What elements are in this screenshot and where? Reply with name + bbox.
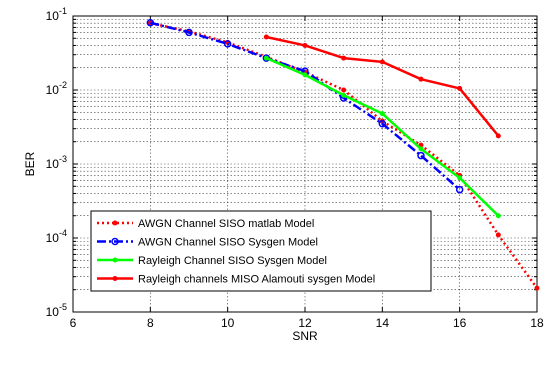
data-point xyxy=(495,213,501,219)
axes xyxy=(72,15,538,313)
data-point xyxy=(495,133,501,139)
data-point xyxy=(495,232,501,238)
tick-labels: 6 8 10 12 14 16 18 10-1 10-2 10-3 10-4 10-5 xyxy=(46,6,544,330)
data-point xyxy=(455,185,464,194)
data-point xyxy=(418,146,424,152)
data-point xyxy=(378,119,387,128)
series-line xyxy=(150,21,461,191)
legend-marker xyxy=(111,237,119,246)
y-tick-label: 10-5 xyxy=(46,302,67,319)
data-point xyxy=(263,34,269,40)
data-point xyxy=(263,55,269,61)
data-point xyxy=(379,59,385,65)
data-point xyxy=(223,40,232,48)
series-group xyxy=(146,19,540,291)
legend-box xyxy=(90,210,432,292)
data-point xyxy=(302,72,308,78)
legend-marker xyxy=(112,220,118,226)
x-tick-label: 10 xyxy=(221,316,235,330)
data-point xyxy=(341,87,347,93)
data-point xyxy=(379,111,385,117)
series-2 xyxy=(146,19,464,194)
data-point xyxy=(341,55,347,61)
legend-label: AWGN Channel SISO Sysgen Model xyxy=(138,237,318,249)
x-tick-label: 6 xyxy=(70,316,77,330)
data-point xyxy=(302,42,308,48)
data-point xyxy=(457,85,463,91)
data-point xyxy=(417,151,425,160)
legend-marker xyxy=(112,257,118,263)
data-point xyxy=(534,285,540,291)
x-axis-label: SNR xyxy=(292,329,318,343)
y-tick-label: 10-4 xyxy=(46,228,67,245)
x-tick-label: 8 xyxy=(147,316,154,330)
legend-marker xyxy=(112,276,118,281)
legend-entry: AWGN Channel SISO matlab Model xyxy=(97,218,314,230)
x-tick-label: 16 xyxy=(453,316,467,330)
x-tick-label: 14 xyxy=(376,316,390,330)
legend-label: Rayleigh Channel SISO Sysgen Model xyxy=(138,255,327,267)
x-tick-label: 18 xyxy=(530,316,544,330)
legend-label: AWGN Channel SISO matlab Model xyxy=(138,218,314,230)
legend: AWGN Channel SISO matlab Model AWGN Chann… xyxy=(90,210,432,292)
y-tick-label: 10-2 xyxy=(46,80,67,97)
data-point xyxy=(146,19,155,27)
legend-label: Rayleigh channels MISO Alamouti sysgen M… xyxy=(138,274,375,286)
data-point xyxy=(418,76,424,82)
data-point xyxy=(341,92,347,98)
x-tick-label: 12 xyxy=(298,316,312,330)
y-tick-label: 10-1 xyxy=(46,6,67,23)
y-tick-label: 10-3 xyxy=(46,154,67,171)
series-3 xyxy=(263,55,501,219)
legend-entry: Rayleigh Channel SISO Sysgen Model xyxy=(97,255,327,267)
series-4 xyxy=(263,34,501,139)
data-point xyxy=(185,28,193,37)
y-axis-label: BER xyxy=(23,151,37,176)
legend-entry: Rayleigh channels MISO Alamouti sysgen M… xyxy=(97,274,375,286)
data-point xyxy=(457,175,463,181)
legend-entry: AWGN Channel SISO Sysgen Model xyxy=(97,237,318,249)
